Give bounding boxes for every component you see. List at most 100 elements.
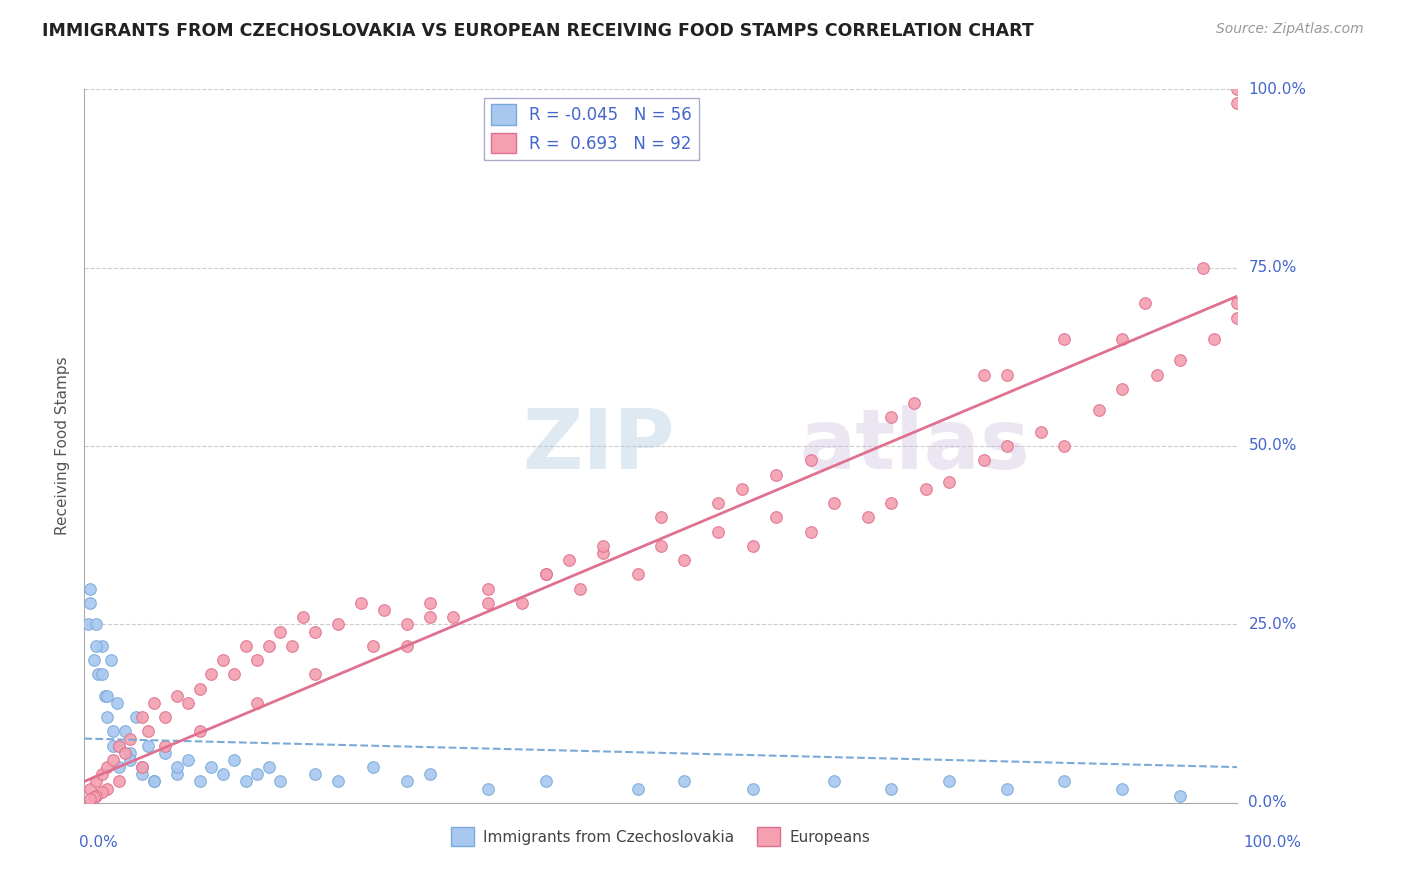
Point <box>477 582 499 596</box>
Point <box>534 774 557 789</box>
Point <box>1204 332 1226 346</box>
Point <box>592 539 614 553</box>
Point <box>765 510 787 524</box>
Point <box>136 724 159 739</box>
Point <box>973 368 995 382</box>
Point <box>1226 296 1249 310</box>
Point <box>90 667 112 681</box>
Text: 100.0%: 100.0% <box>1243 835 1301 850</box>
Point <box>903 396 925 410</box>
Point <box>1226 82 1249 96</box>
Point <box>246 767 269 781</box>
Point <box>373 603 395 617</box>
Point <box>114 746 136 760</box>
Point <box>800 453 823 467</box>
Point <box>880 781 903 796</box>
Point <box>142 696 165 710</box>
Point <box>650 539 672 553</box>
Text: 75.0%: 75.0% <box>1249 260 1296 275</box>
Point <box>105 696 128 710</box>
Point <box>973 453 995 467</box>
Point <box>188 724 211 739</box>
Point <box>131 767 153 781</box>
Point <box>281 639 304 653</box>
Point <box>108 739 131 753</box>
Point <box>131 710 153 724</box>
Point <box>419 610 441 624</box>
Point <box>730 482 752 496</box>
Point <box>304 767 326 781</box>
Y-axis label: Receiving Food Stamps: Receiving Food Stamps <box>55 357 70 535</box>
Point <box>707 496 730 510</box>
Point <box>1133 296 1156 310</box>
Point <box>153 746 176 760</box>
Point <box>1226 310 1249 325</box>
Point <box>96 689 118 703</box>
Point <box>90 767 112 781</box>
Point <box>166 767 188 781</box>
Point <box>304 667 326 681</box>
Point <box>1031 425 1053 439</box>
Point <box>800 524 823 539</box>
Point <box>326 774 349 789</box>
Point <box>90 785 112 799</box>
Point <box>246 696 269 710</box>
Point <box>90 639 112 653</box>
Point <box>96 781 118 796</box>
Point <box>188 774 211 789</box>
Point <box>880 496 903 510</box>
Point <box>1191 260 1213 275</box>
Point <box>995 368 1018 382</box>
Point <box>166 689 188 703</box>
Point <box>361 639 384 653</box>
Point <box>84 789 107 803</box>
Point <box>87 667 110 681</box>
Text: 25.0%: 25.0% <box>1249 617 1296 632</box>
Point <box>880 410 903 425</box>
Point <box>224 753 246 767</box>
Point <box>1226 96 1249 111</box>
Text: 0.0%: 0.0% <box>1249 796 1286 810</box>
Point <box>224 667 246 681</box>
Point <box>84 639 107 653</box>
Point <box>235 774 257 789</box>
Point <box>534 567 557 582</box>
Point <box>477 596 499 610</box>
Point <box>1111 781 1133 796</box>
Point <box>108 739 131 753</box>
Point <box>83 790 105 805</box>
Point <box>350 596 373 610</box>
Point <box>131 760 153 774</box>
Point <box>441 610 464 624</box>
Point <box>742 781 765 796</box>
Point <box>823 496 845 510</box>
Point <box>512 596 534 610</box>
Text: IMMIGRANTS FROM CZECHOSLOVAKIA VS EUROPEAN RECEIVING FOOD STAMPS CORRELATION CHA: IMMIGRANTS FROM CZECHOSLOVAKIA VS EUROPE… <box>42 22 1033 40</box>
Point <box>100 653 122 667</box>
Point <box>103 753 124 767</box>
Point <box>177 753 200 767</box>
Point <box>627 567 650 582</box>
Point <box>188 681 211 696</box>
Point <box>361 760 384 774</box>
Point <box>627 781 650 796</box>
Point <box>742 539 765 553</box>
Point <box>142 774 165 789</box>
Point <box>96 760 118 774</box>
Text: 100.0%: 100.0% <box>1249 82 1306 96</box>
Point <box>142 774 165 789</box>
Point <box>419 596 441 610</box>
Point <box>1053 439 1076 453</box>
Point <box>1111 382 1133 396</box>
Point <box>995 439 1018 453</box>
Text: atlas: atlas <box>799 406 1031 486</box>
Point <box>396 774 419 789</box>
Point <box>326 617 349 632</box>
Point <box>136 739 159 753</box>
Point <box>211 767 233 781</box>
Text: ZIP: ZIP <box>523 406 675 486</box>
Text: 0.0%: 0.0% <box>79 835 117 850</box>
Point <box>823 774 845 789</box>
Point <box>557 553 579 567</box>
Point <box>131 760 153 774</box>
